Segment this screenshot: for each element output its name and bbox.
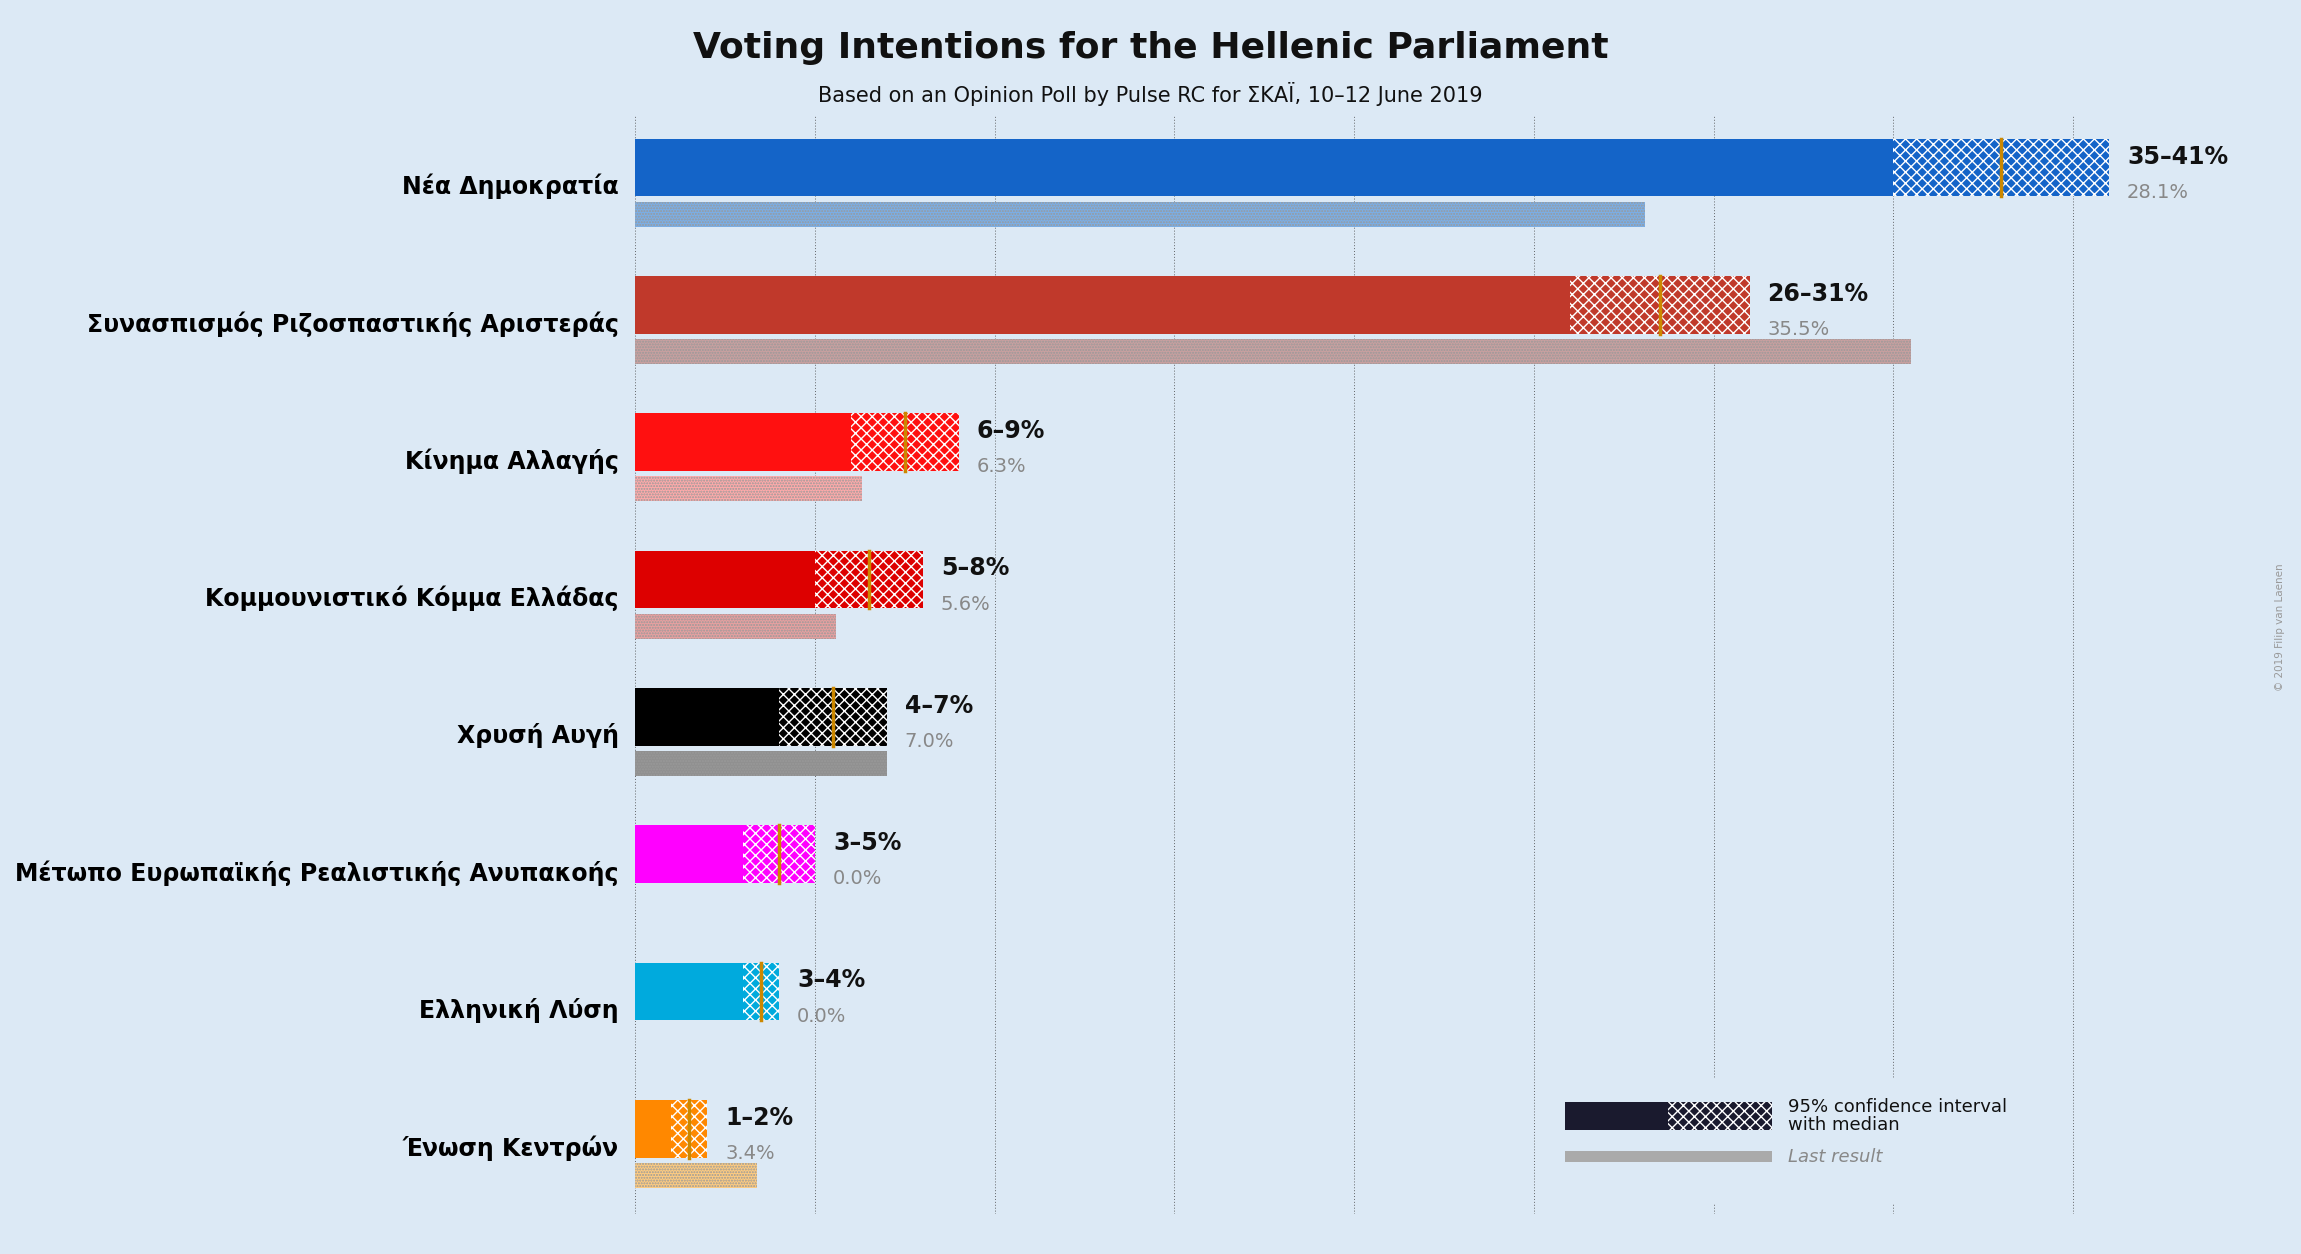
Text: with median: with median xyxy=(1788,1116,1901,1135)
Text: 3–4%: 3–4% xyxy=(796,968,865,992)
Text: Based on an Opinion Poll by Pulse RC for ΣΚΑΪ, 10–12 June 2019: Based on an Opinion Poll by Pulse RC for… xyxy=(819,82,1482,105)
Bar xyxy=(743,963,780,1021)
Bar xyxy=(743,825,815,883)
Bar xyxy=(635,477,861,502)
Bar xyxy=(635,202,1645,227)
Bar xyxy=(1894,139,2110,197)
Bar xyxy=(672,1100,706,1157)
Bar xyxy=(1569,276,1749,334)
Text: 4–7%: 4–7% xyxy=(904,693,973,717)
Bar xyxy=(635,688,780,746)
Text: 6–9%: 6–9% xyxy=(976,419,1045,443)
Bar xyxy=(635,751,886,776)
Bar xyxy=(635,1164,757,1188)
Text: Last result: Last result xyxy=(1788,1147,1882,1166)
Text: 35–41%: 35–41% xyxy=(2126,144,2227,168)
Bar xyxy=(743,963,780,1021)
Bar xyxy=(635,276,1569,334)
Text: 28.1%: 28.1% xyxy=(2126,183,2188,202)
Bar xyxy=(851,414,960,472)
Bar xyxy=(635,613,838,638)
Bar xyxy=(1668,1102,1772,1130)
Text: 3–5%: 3–5% xyxy=(833,831,902,855)
Bar xyxy=(1565,1151,1772,1162)
Bar xyxy=(635,613,838,638)
Bar xyxy=(672,1100,706,1157)
Bar xyxy=(780,688,886,746)
Bar xyxy=(743,825,815,883)
Text: 5–8%: 5–8% xyxy=(941,557,1010,581)
Bar xyxy=(635,139,1894,197)
Text: 7.0%: 7.0% xyxy=(904,732,955,751)
Bar xyxy=(1569,276,1749,334)
Bar xyxy=(1894,139,2110,197)
Text: 0.0%: 0.0% xyxy=(833,869,881,888)
Text: 3.4%: 3.4% xyxy=(725,1144,775,1162)
Text: 6.3%: 6.3% xyxy=(976,458,1026,477)
Bar xyxy=(1668,1102,1772,1130)
Bar xyxy=(635,202,1645,227)
Bar xyxy=(635,825,743,883)
Bar xyxy=(635,551,815,608)
Text: 95% confidence interval: 95% confidence interval xyxy=(1788,1097,2006,1116)
Bar xyxy=(635,1100,672,1157)
Bar xyxy=(780,688,886,746)
Bar xyxy=(1565,1102,1772,1130)
Text: 0.0%: 0.0% xyxy=(796,1007,847,1026)
Bar xyxy=(635,751,886,776)
Bar xyxy=(635,1164,757,1188)
Bar xyxy=(815,551,923,608)
Bar xyxy=(635,339,1912,364)
Bar xyxy=(851,414,960,472)
Bar xyxy=(635,963,743,1021)
Text: 1–2%: 1–2% xyxy=(725,1106,794,1130)
Bar xyxy=(635,477,861,502)
Text: 26–31%: 26–31% xyxy=(1767,282,1868,306)
Bar xyxy=(635,414,851,472)
Text: © 2019 Filip van Laenen: © 2019 Filip van Laenen xyxy=(2276,563,2285,691)
Text: Voting Intentions for the Hellenic Parliament: Voting Intentions for the Hellenic Parli… xyxy=(693,31,1608,65)
Text: 35.5%: 35.5% xyxy=(1767,320,1829,339)
Text: 5.6%: 5.6% xyxy=(941,594,989,613)
Bar xyxy=(635,339,1912,364)
Bar xyxy=(815,551,923,608)
